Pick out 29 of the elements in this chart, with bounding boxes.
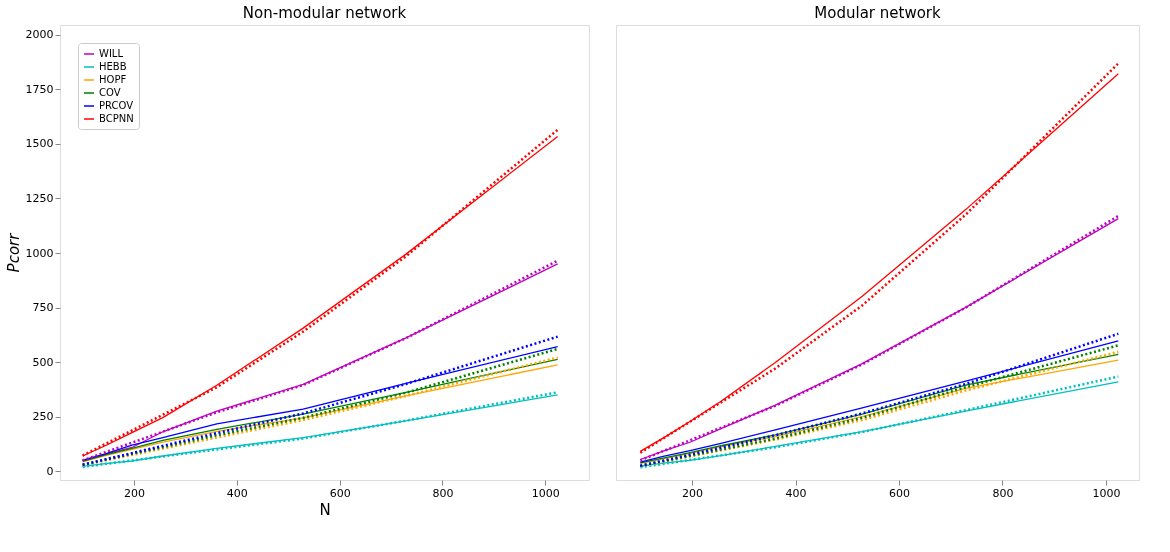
legend-label: BCPNN	[99, 113, 134, 124]
y-tick-label: 1250	[25, 191, 54, 205]
y-tick-label: 0	[46, 464, 54, 478]
x-tick-label: 800	[432, 486, 454, 500]
x-tick-label: 400	[226, 486, 248, 500]
y-tick-label: 1750	[25, 82, 54, 96]
y-tick-label: 1000	[25, 246, 54, 260]
x-tick-label: 1000	[531, 486, 560, 500]
legend-label: COV	[99, 87, 121, 98]
x-axis-title: N	[319, 500, 331, 519]
x-tick-label: 600	[888, 486, 910, 500]
x-tick-label: 800	[992, 486, 1014, 500]
x-tick-label: 600	[329, 486, 351, 500]
x-tick-label: 1000	[1092, 486, 1121, 500]
y-tick-label: 2000	[25, 28, 54, 42]
legend-label: HOPF	[99, 74, 127, 85]
y-tick-label: 1500	[25, 137, 54, 151]
y-tick-label: 250	[32, 410, 54, 424]
y-tick-label: 500	[32, 355, 54, 369]
y-tick-label: 750	[32, 301, 54, 315]
chart-title: Non-modular network	[242, 4, 407, 22]
y-axis-title: Pcorr	[4, 232, 23, 273]
chart-title: Modular network	[814, 4, 941, 22]
legend-label: WILL	[99, 48, 124, 59]
legend-label: HEBB	[99, 61, 127, 72]
x-tick-label: 200	[124, 486, 146, 500]
x-tick-label: 400	[785, 486, 807, 500]
x-tick-label: 200	[682, 486, 704, 500]
legend-label: PRCOV	[99, 100, 134, 111]
